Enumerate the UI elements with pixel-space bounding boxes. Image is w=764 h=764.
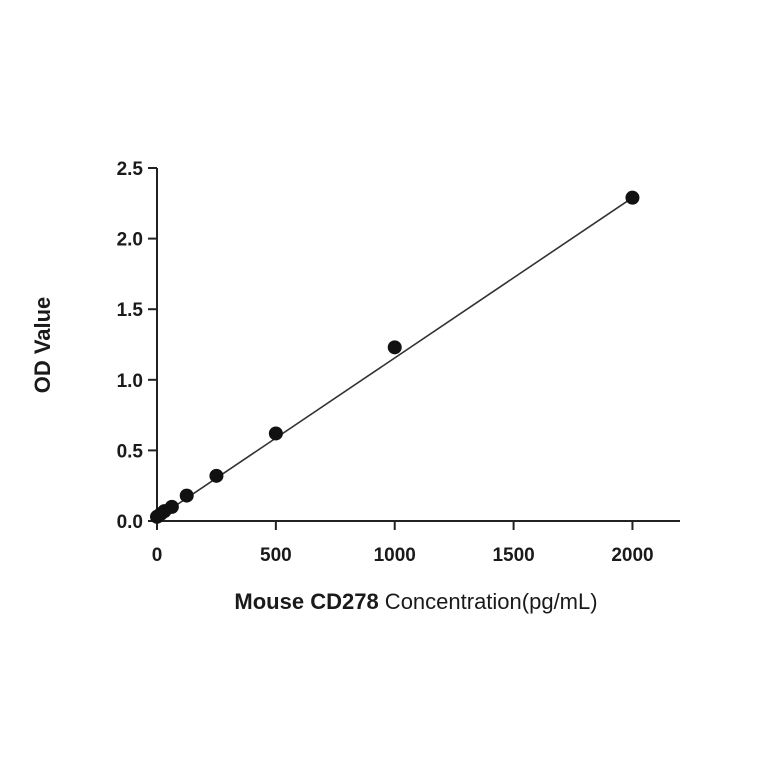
x-tick-label: 1000 <box>374 545 416 566</box>
y-ticks: 0.0 0.5 1.0 1.5 2.0 2.5 <box>117 159 157 533</box>
data-point <box>179 488 194 503</box>
fit-line-group <box>156 196 633 519</box>
x-axis-title: Mouse CD278 Concentration(pg/mL) <box>234 589 597 614</box>
x-tick-label: 2000 <box>611 545 653 566</box>
fit-line <box>156 196 633 519</box>
y-tick-label: 1.0 <box>117 371 143 392</box>
y-axis-title: OD Value <box>30 297 55 394</box>
x-axis-title-rest: Concentration(pg/mL) <box>379 589 598 614</box>
y-tick-label: 0.5 <box>117 441 144 462</box>
y-tick-label: 2.5 <box>117 159 144 180</box>
x-tick-label: 1500 <box>492 545 534 566</box>
x-ticks: 0 500 1000 1500 2000 <box>152 521 654 566</box>
data-points <box>150 190 640 524</box>
data-point <box>625 190 640 205</box>
data-point <box>268 426 283 441</box>
data-point <box>164 499 179 514</box>
data-point <box>387 340 402 355</box>
y-tick-label: 0.0 <box>117 512 143 533</box>
axes <box>156 168 680 522</box>
y-tick-label: 1.5 <box>117 300 144 321</box>
y-tick-label: 2.0 <box>117 230 143 251</box>
x-tick-label: 0 <box>152 545 163 566</box>
data-point <box>209 468 224 483</box>
x-axis-title-bold: Mouse CD278 <box>234 589 378 614</box>
x-tick-label: 500 <box>260 545 292 566</box>
